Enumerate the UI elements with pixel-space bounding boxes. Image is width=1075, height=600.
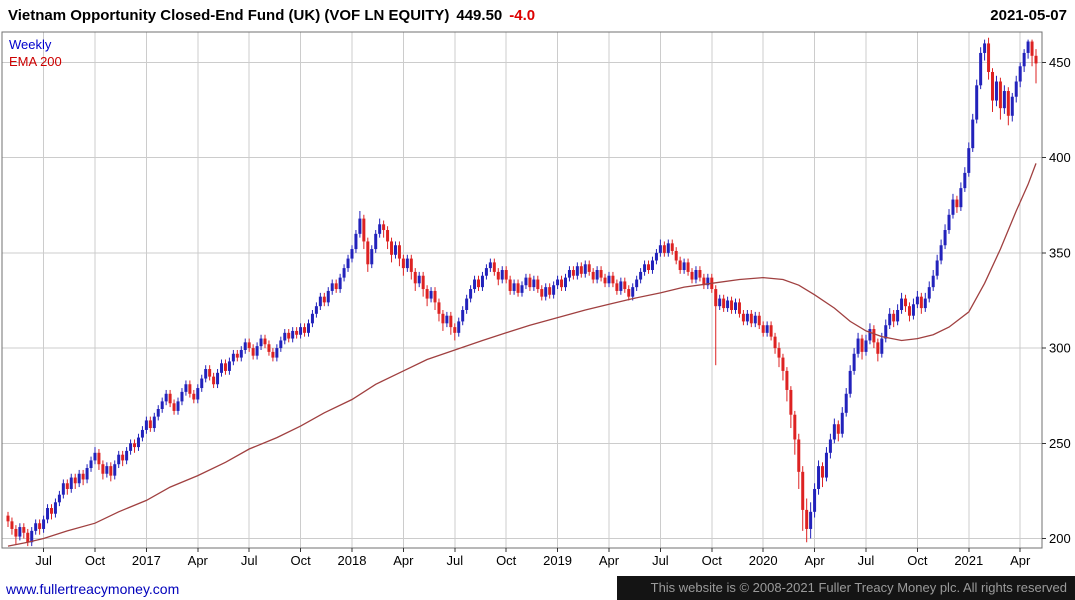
header-bar: Vietnam Opportunity Closed-End Fund (UK)…	[0, 0, 1075, 30]
last-price: 449.50	[456, 6, 503, 24]
x-axis-label: Oct	[907, 553, 928, 568]
x-axis-label: Apr	[1010, 553, 1031, 568]
price-chart: 200 250 300 350 400 450 Jul Oct 2017 Apr Jul Oct 201…	[1, 31, 1071, 568]
x-axis-label: 2021	[954, 553, 983, 568]
x-axis-label: Apr	[599, 553, 620, 568]
y-axis: 200 250 300 350 400 450	[1042, 55, 1071, 546]
plot-border	[1, 31, 1043, 549]
website-link[interactable]: www.fullertreacymoney.com	[6, 581, 180, 597]
x-axis-label: 2017	[132, 553, 161, 568]
x-axis-label: Apr	[804, 553, 825, 568]
x-axis-label: Oct	[85, 553, 106, 568]
x-axis-label: Jul	[35, 553, 52, 568]
timeframe-label: Weekly	[9, 37, 52, 52]
x-axis-label: Jul	[858, 553, 875, 568]
candles	[6, 37, 1038, 547]
x-axis-label: Jul	[241, 553, 258, 568]
x-axis-label: Jul	[446, 553, 463, 568]
price-change: -4.0	[509, 6, 536, 24]
x-axis: Jul Oct 2017 Apr Jul Oct 2018 Apr Jul Oct 2019 Apr J…	[35, 548, 1031, 568]
x-axis-label: Oct	[290, 553, 311, 568]
chart-legend: Weekly EMA 200	[9, 36, 62, 70]
x-axis-label: Oct	[702, 553, 723, 568]
x-axis-label: Oct	[496, 553, 517, 568]
y-axis-label: 250	[1049, 436, 1071, 451]
x-axis-label: Apr	[393, 553, 414, 568]
y-axis-label: 400	[1049, 150, 1071, 165]
y-axis-label: 350	[1049, 245, 1071, 260]
gridlines	[2, 32, 1042, 548]
y-axis-label: 200	[1049, 531, 1071, 546]
chart-title-row: Vietnam Opportunity Closed-End Fund (UK)…	[8, 7, 535, 24]
x-axis-label: 2018	[338, 553, 367, 568]
chart-date: 2021-05-07	[990, 6, 1067, 24]
y-axis-label: 300	[1049, 341, 1071, 356]
instrument-title: Vietnam Opportunity Closed-End Fund (UK)…	[8, 6, 450, 24]
x-axis-label: 2019	[543, 553, 572, 568]
x-axis-label: Jul	[652, 553, 669, 568]
x-axis-label: 2020	[749, 553, 778, 568]
ema-label: EMA 200	[9, 54, 62, 69]
ema-line	[7, 163, 1037, 547]
copyright-bar: This website is © 2008-2021 Fuller Treac…	[617, 576, 1075, 600]
y-axis-label: 450	[1049, 55, 1071, 70]
x-axis-label: Apr	[188, 553, 209, 568]
